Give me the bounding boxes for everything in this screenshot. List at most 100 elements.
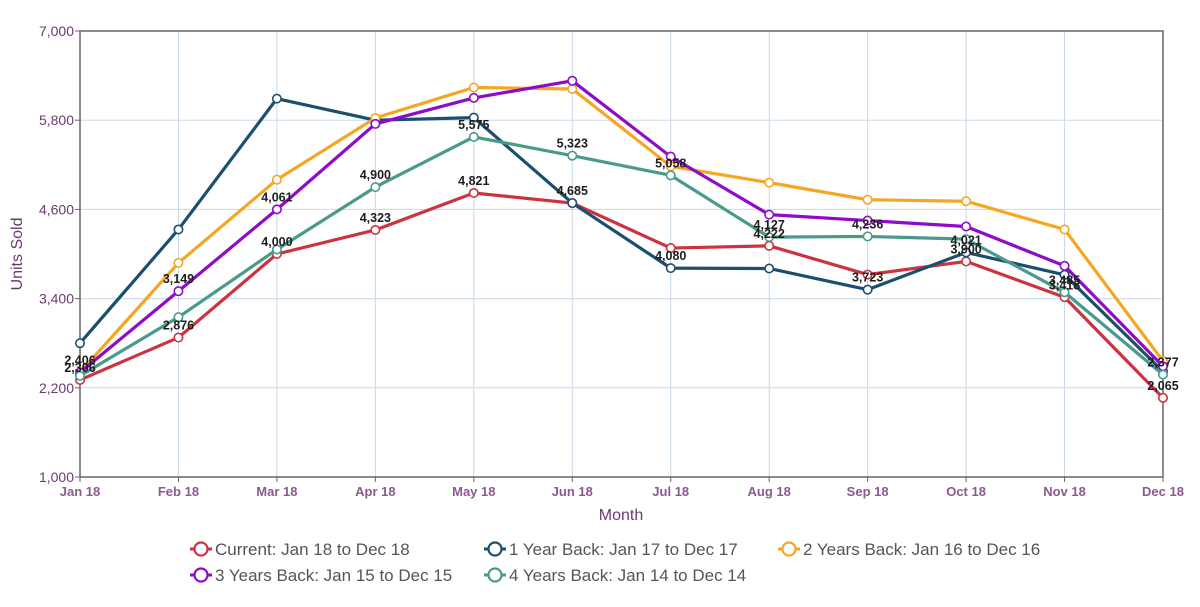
legend-item[interactable]: 2 Years Back: Jan 16 to Dec 16 xyxy=(778,540,1040,559)
x-axis-ticks: Jan 18 Feb 18 Mar 18 Apr 18 May 18 Jun 18 Jul … xyxy=(60,477,1184,499)
data-point[interactable] xyxy=(961,256,972,267)
x-tick-label: Jan 18 xyxy=(60,484,100,499)
legend-marker-circle xyxy=(781,541,797,557)
data-point[interactable] xyxy=(961,221,972,232)
data-point[interactable] xyxy=(862,284,873,295)
data-label: 3,723 xyxy=(852,271,883,285)
data-point[interactable] xyxy=(173,224,184,235)
data-point[interactable] xyxy=(271,174,282,185)
series-line xyxy=(78,85,1165,374)
y-axis-ticks: 1,000 2,200 3,400 4,600 5,800 7,000 xyxy=(39,23,80,485)
data-label: 4,061 xyxy=(261,190,292,204)
data-point[interactable] xyxy=(173,312,184,323)
legend-label: 3 Years Back: Jan 15 to Dec 15 xyxy=(215,566,452,585)
data-label: 4,222 xyxy=(754,227,785,241)
legend-item[interactable]: 3 Years Back: Jan 15 to Dec 15 xyxy=(190,566,452,585)
data-point[interactable] xyxy=(567,75,578,86)
x-tick-label: Sep 18 xyxy=(847,484,889,499)
legend-item[interactable]: 1 Year Back: Jan 17 to Dec 17 xyxy=(484,540,738,559)
data-point[interactable] xyxy=(75,338,86,349)
data-point[interactable] xyxy=(665,151,676,162)
data-point[interactable] xyxy=(764,263,775,274)
data-point[interactable] xyxy=(764,177,775,188)
plot-area-background xyxy=(80,31,1163,477)
x-tick-label: Apr 18 xyxy=(355,484,395,499)
data-labels-group: 2,306 2,876 4,000 4,323 4,821 4,222 3,900 3,418… xyxy=(64,118,1178,393)
legend-label: Current: Jan 18 to Dec 18 xyxy=(215,540,410,559)
data-point[interactable] xyxy=(173,286,184,297)
data-point[interactable] xyxy=(1059,287,1070,298)
data-point[interactable] xyxy=(173,257,184,268)
data-point[interactable] xyxy=(862,215,873,226)
data-point[interactable] xyxy=(271,93,282,104)
data-point[interactable] xyxy=(1158,392,1169,403)
data-label: 2,876 xyxy=(163,319,194,333)
legend-item[interactable]: 4 Years Back: Jan 14 to Dec 14 xyxy=(484,566,746,585)
data-point[interactable] xyxy=(173,332,184,343)
data-point[interactable] xyxy=(370,182,381,193)
data-point[interactable] xyxy=(370,118,381,129)
data-point[interactable] xyxy=(665,243,676,254)
data-point[interactable] xyxy=(468,131,479,142)
data-point[interactable] xyxy=(1059,224,1070,235)
data-point[interactable] xyxy=(961,247,972,258)
data-point[interactable] xyxy=(370,224,381,235)
legend-item[interactable]: Current: Jan 18 to Dec 18 xyxy=(190,540,410,559)
data-label: 4,900 xyxy=(360,168,391,182)
data-label: 5,323 xyxy=(557,137,588,151)
series-line xyxy=(78,97,1165,373)
data-point[interactable] xyxy=(1059,260,1070,271)
series-line xyxy=(79,135,1165,378)
legend-marker-circle xyxy=(193,541,209,557)
legend: Current: Jan 18 to Dec 18 1 Year Back: Ja… xyxy=(190,540,1040,585)
data-point[interactable] xyxy=(862,194,873,205)
data-label: 4,127 xyxy=(754,218,785,232)
legend-marker-circle xyxy=(193,567,209,583)
legend-marker-circle xyxy=(487,541,503,557)
data-label: 3,900 xyxy=(950,242,981,256)
data-label: 4,000 xyxy=(261,235,292,249)
data-point[interactable] xyxy=(468,187,479,198)
y-tick-label: 5,800 xyxy=(39,112,74,128)
y-tick-label: 7,000 xyxy=(39,23,74,39)
data-point[interactable] xyxy=(764,209,775,220)
data-point[interactable] xyxy=(862,269,873,280)
data-label: 2,377 xyxy=(1147,356,1178,370)
data-point[interactable] xyxy=(75,370,86,381)
data-point[interactable] xyxy=(665,263,676,274)
data-point[interactable] xyxy=(468,112,479,123)
legend-label: 2 Years Back: Jan 16 to Dec 16 xyxy=(803,540,1040,559)
series-5 xyxy=(75,131,1169,381)
legend-label: 4 Years Back: Jan 14 to Dec 14 xyxy=(509,566,746,585)
data-point[interactable] xyxy=(567,150,578,161)
data-label: 4,236 xyxy=(852,217,883,231)
data-point[interactable] xyxy=(665,170,676,181)
x-tick-label: Jul 18 xyxy=(652,484,689,499)
data-point[interactable] xyxy=(468,92,479,103)
series-line xyxy=(79,191,1165,399)
data-point[interactable] xyxy=(764,232,775,243)
data-point[interactable] xyxy=(271,244,282,255)
data-point[interactable] xyxy=(764,240,775,251)
data-point[interactable] xyxy=(567,83,578,94)
data-label: 4,821 xyxy=(458,174,489,188)
data-label: 4,685 xyxy=(557,184,588,198)
data-point[interactable] xyxy=(862,231,873,242)
data-point[interactable] xyxy=(271,204,282,215)
data-label: 5,058 xyxy=(655,156,686,170)
data-point[interactable] xyxy=(961,234,972,245)
data-label: 2,306 xyxy=(64,361,95,375)
series-3 xyxy=(75,82,1169,378)
data-label: 4,021 xyxy=(950,233,981,247)
x-tick-label: Aug 18 xyxy=(748,484,791,499)
data-label: 2,406 xyxy=(64,353,95,367)
data-point[interactable] xyxy=(1158,369,1169,380)
y-axis-title: Units Sold xyxy=(9,218,26,291)
data-point[interactable] xyxy=(567,198,578,209)
legend-marker-circle xyxy=(487,567,503,583)
data-point[interactable] xyxy=(961,196,972,207)
x-axis-title: Month xyxy=(599,507,643,524)
x-tick-label: May 18 xyxy=(452,484,495,499)
data-point[interactable] xyxy=(468,82,479,93)
